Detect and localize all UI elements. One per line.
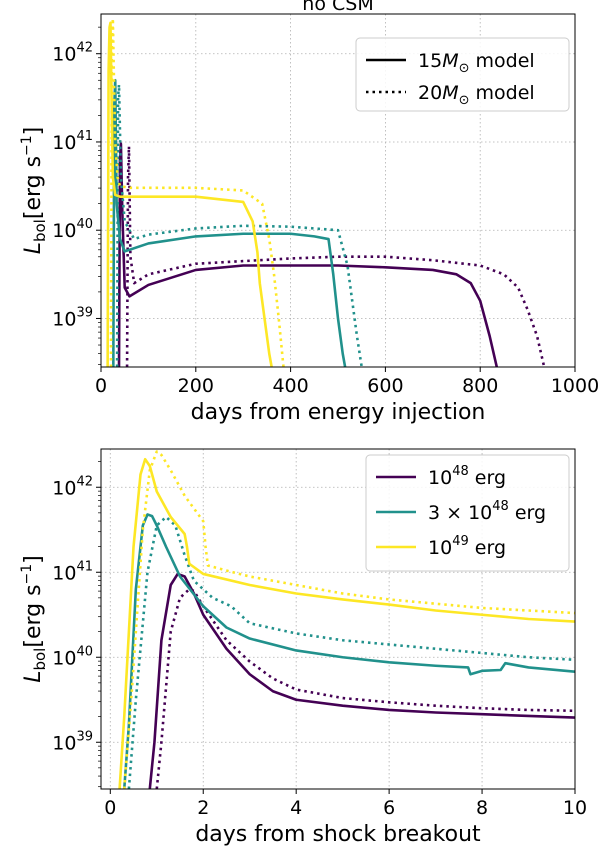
y-tick-label: 1042 [52,474,93,499]
legend-base: 10 [468,502,492,524]
series-line [148,572,575,789]
x-tick-label: 0 [104,797,116,819]
y-label-unit-exp: −1 [19,564,35,585]
x-tick-label: 200 [178,375,214,397]
y-tick-base: 10 [52,308,76,330]
x-tick-label: 10 [563,797,587,819]
series-line [106,21,273,367]
y-tick-exp: 39 [76,729,93,744]
legend-box [355,37,570,112]
legend-mass-sub: ⊙ [459,93,470,108]
y-tick-exp: 41 [76,559,93,574]
x-tick-label: 400 [272,375,308,397]
x-axis-label: days from energy injection [191,400,486,425]
y-tick-label: 1041 [52,559,93,584]
axes-frame [100,13,576,368]
y-tick-base: 10 [52,647,76,669]
legend-label: 20M⊙ model [418,82,535,108]
y-tick-label: 1042 [52,41,93,66]
legend-mass: 15 [418,50,442,72]
y-label-symbol: L [21,671,46,683]
legend-exp: 49 [452,534,469,549]
axes-frame [100,448,576,790]
y-label-unit-exp: −1 [19,135,35,156]
legend-prefix: 3 × [428,502,468,524]
legend-base: 10 [428,537,452,559]
legend-label: 15M⊙ model [418,50,535,76]
series-group [106,17,546,367]
y-tick-base: 10 [52,220,76,242]
series-line [118,457,575,789]
legend-suffix: erg [509,502,546,524]
legend-label: 1048 erg [428,464,506,489]
x-axis-label: days from shock breakout [195,822,481,847]
x-tick-label: 6 [383,797,395,819]
x-tick-label: 4 [290,797,302,819]
x-tick-label: 2 [197,797,209,819]
legend-suffix: model [470,50,535,72]
legend-label: 3 × 1048 erg [428,499,546,524]
y-label-unit-close: ] [21,555,46,564]
legend-box [365,454,570,572]
x-tick-label: 600 [367,375,403,397]
y-tick-base: 10 [52,562,76,584]
y-label-sub: bol [31,648,49,671]
legend-suffix: erg [469,537,506,559]
series-line [109,17,285,367]
legend-exp: 48 [492,499,509,514]
chart-title: no CSM [302,0,373,15]
legend-mass-sub: ⊙ [459,61,470,76]
series-line [115,83,363,367]
series-line [122,513,575,789]
y-tick-label: 1040 [52,217,93,242]
series-line [125,145,546,367]
y-tick-exp: 40 [76,217,93,232]
legend-suffix: model [470,82,535,104]
legend-label: 1049 erg [428,534,506,559]
legend-mass: 20 [418,82,442,104]
y-tick-label: 1039 [52,305,93,330]
y-tick-base: 10 [52,44,76,66]
y-tick-base: 10 [52,132,76,154]
y-tick-label: 1040 [52,644,93,669]
y-tick-exp: 42 [76,41,93,56]
x-tick-label: 0 [95,375,107,397]
y-axis-label: Lbol[erg s−1] [19,555,49,683]
x-tick-label: 8 [476,797,488,819]
y-label-symbol: L [21,242,46,254]
y-tick-exp: 42 [76,474,93,489]
legend-base: 10 [428,467,452,489]
legend-mass-symbol: M [442,82,458,104]
y-label-unit: [erg s [21,584,46,647]
legend-exp: 48 [452,464,469,479]
y-tick-exp: 39 [76,305,93,320]
y-tick-base: 10 [52,732,76,754]
legend-mass-symbol: M [442,50,458,72]
y-tick-label: 1041 [52,129,93,154]
y-label-unit-close: ] [21,127,46,136]
legend-suffix: erg [469,467,506,489]
y-tick-base: 10 [52,477,76,499]
y-tick-exp: 41 [76,129,93,144]
x-tick-label: 1000 [551,375,599,397]
x-tick-label: 800 [462,375,498,397]
y-axis-label: Lbol[erg s−1] [19,127,49,255]
y-label-sub: bol [31,219,49,242]
series-group [118,450,575,789]
series-line [112,78,347,367]
series-line [155,587,575,789]
series-line [117,142,499,367]
y-label-unit: [erg s [21,156,46,219]
y-tick-exp: 40 [76,644,93,659]
y-tick-label: 1039 [52,729,93,754]
